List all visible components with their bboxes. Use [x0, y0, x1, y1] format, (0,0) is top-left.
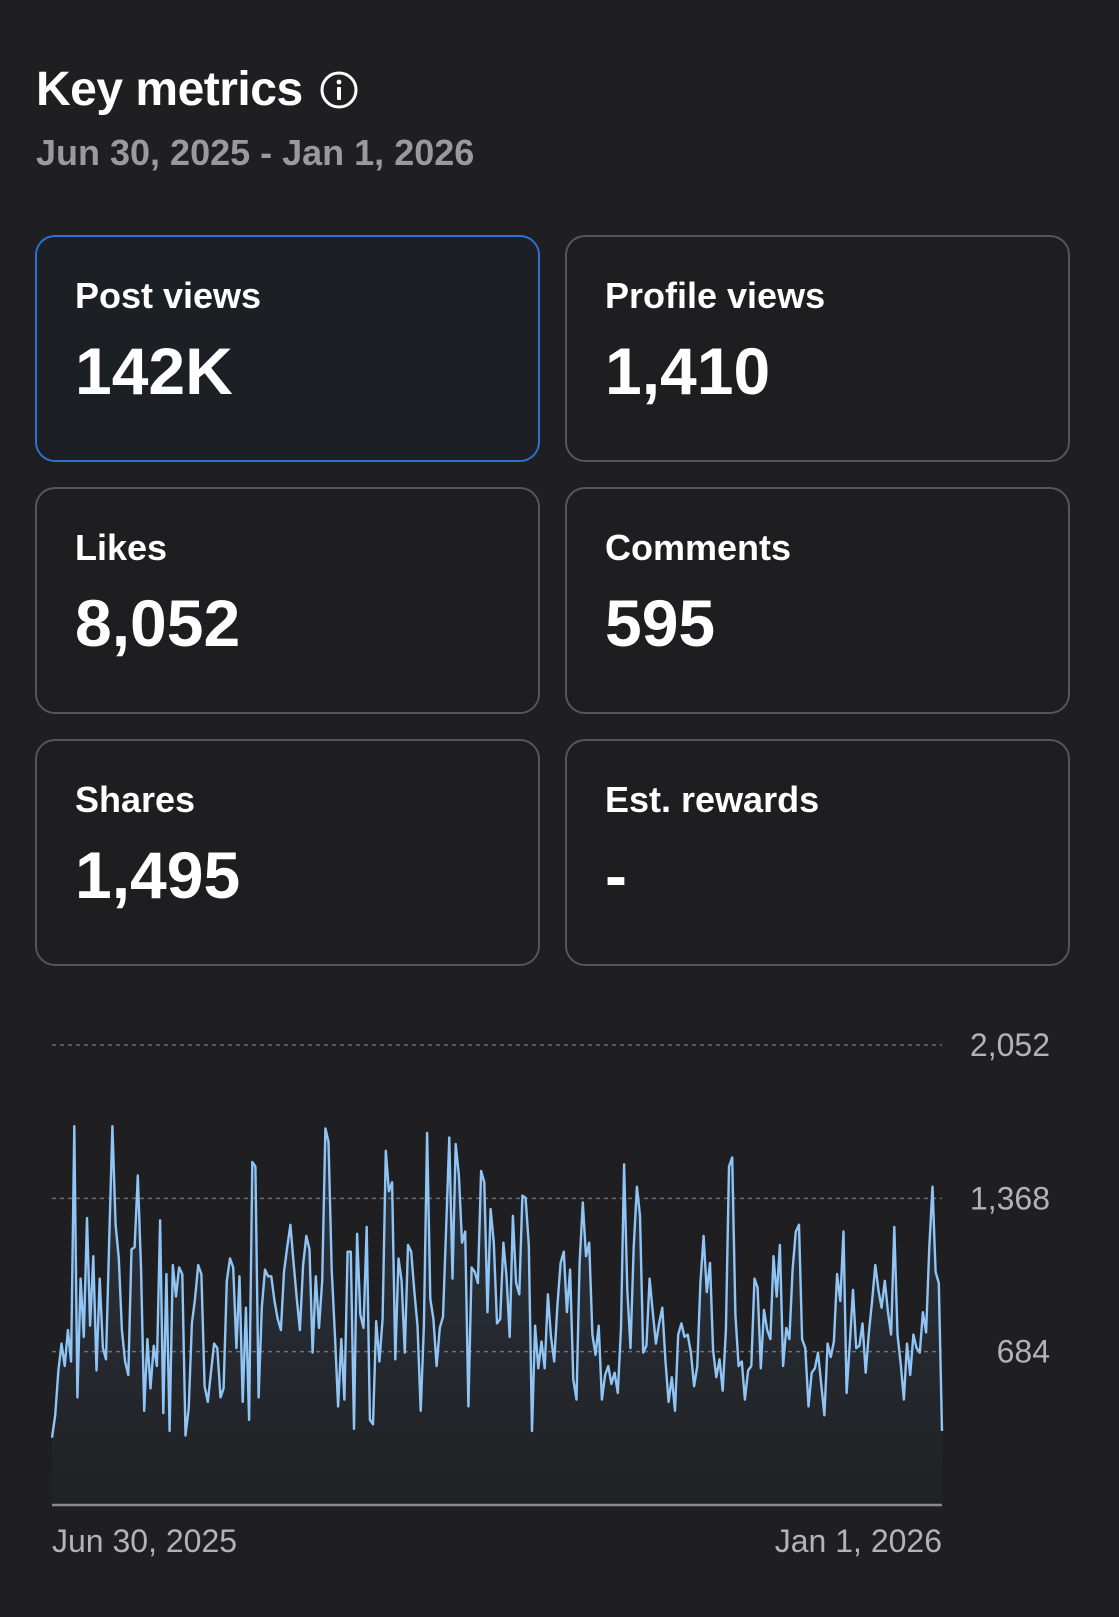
metric-label: Comments	[605, 527, 792, 568]
chart-canvas: 2,052 1,368 684 Jun 30, 2025 Jan 1, 2026	[50, 1027, 1050, 1559]
metric-label: Est. rewards	[605, 779, 820, 820]
metric-label: Post views	[75, 275, 262, 316]
title-text: Key metrics	[36, 63, 303, 116]
line-chart[interactable]: 2,052 1,368 684 Jun 30, 2025 Jan 1, 2026	[0, 1000, 1119, 1580]
date-range: Jun 30, 2025 - Jan 1, 2026	[36, 132, 475, 173]
metric-card-post-views[interactable]: Post views 142K	[35, 235, 540, 462]
metric-value: 142K	[75, 334, 233, 408]
metric-value: 1,495	[75, 838, 241, 912]
metric-card-comments[interactable]: Comments 595	[565, 487, 1070, 714]
metric-value: 1,410	[605, 334, 771, 408]
metric-value: 595	[605, 586, 716, 660]
series-line	[50, 1125, 944, 1438]
metric-value: -	[605, 838, 627, 912]
metric-card-profile-views[interactable]: Profile views 1,410	[565, 235, 1070, 462]
x-tick-label-start: Jun 30, 2025	[52, 1523, 237, 1559]
metric-card-est-rewards[interactable]: Est. rewards -	[565, 739, 1070, 966]
info-icon[interactable]	[319, 70, 359, 110]
x-tick-label-end: Jan 1, 2026	[775, 1523, 942, 1559]
series-area	[52, 1126, 942, 1505]
section-title: Key metrics	[36, 62, 359, 117]
metric-label: Shares	[75, 779, 196, 820]
metric-card-likes[interactable]: Likes 8,052	[35, 487, 540, 714]
metric-label: Likes	[75, 527, 168, 568]
y-tick-label: 684	[997, 1334, 1050, 1370]
metric-card-shares[interactable]: Shares 1,495	[35, 739, 540, 966]
y-tick-label: 2,052	[970, 1027, 1050, 1063]
metric-value: 8,052	[75, 586, 241, 660]
metric-label: Profile views	[605, 275, 826, 316]
y-tick-label: 1,368	[970, 1180, 1050, 1216]
